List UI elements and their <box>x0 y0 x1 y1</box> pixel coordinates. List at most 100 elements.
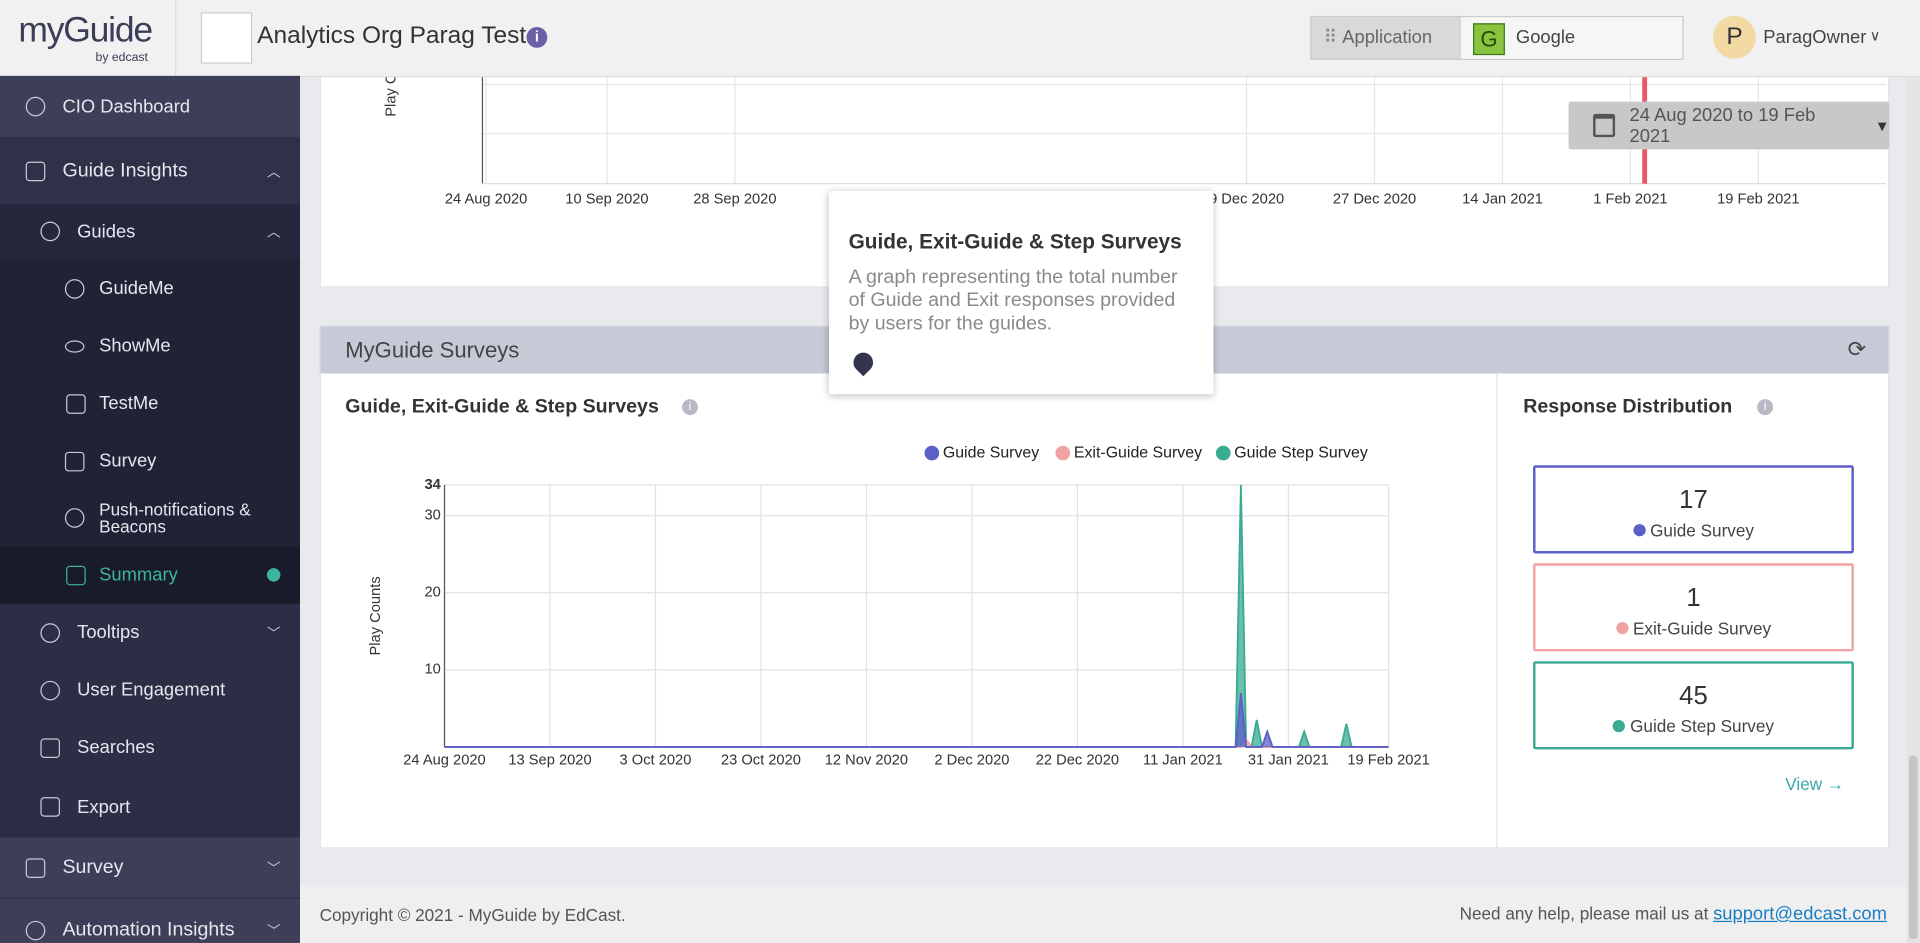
divider <box>175 0 177 76</box>
top-x-tick-label: 24 Aug 2020 <box>445 191 528 207</box>
x-tick-label: 24 Aug 2020 <box>403 752 485 768</box>
legend-swatch <box>924 445 940 461</box>
copyright: Copyright © 2021 - MyGuide by EdCast. <box>319 904 626 925</box>
chevron: ∨ <box>1869 26 1881 45</box>
application-label: Application <box>1342 26 1433 48</box>
nav-item[interactable]: ShowMe <box>0 317 300 375</box>
calendar-icon <box>1593 113 1615 138</box>
card-dot <box>1615 622 1629 635</box>
refresh-button[interactable]: ⟳ <box>1847 336 1867 362</box>
x-tick-label: 2 Dec 2020 <box>934 752 1009 768</box>
nav-item[interactable]: Push-notifications & Beacons <box>0 490 300 546</box>
nav-item[interactable]: User Engagement <box>0 661 300 719</box>
tooltip-text: A graph representing the total number of… <box>848 266 1178 335</box>
y-tick-label: 34 <box>424 477 441 493</box>
support-email[interactable]: support@edcast.com <box>1713 903 1887 925</box>
distribution-title: Response Distribution <box>1523 396 1733 418</box>
app-selector[interactable]: G Google <box>1459 15 1684 61</box>
distribution-card: 45 Guide Step Survey <box>1533 661 1854 750</box>
chevron: ▼ <box>1874 116 1890 135</box>
card-dot <box>1612 720 1626 733</box>
card-label-text: Exit-Guide Survey <box>1632 618 1772 638</box>
scrollbar <box>1906 75 1920 943</box>
area-line <box>444 692 1389 748</box>
app-icon: G <box>1473 23 1505 56</box>
distribution-card: 1 Exit-Guide Survey <box>1533 563 1854 652</box>
date-picker[interactable]: 24 Aug 2020 to 19 Feb 2021 ▼ <box>1568 101 1890 150</box>
info-icon[interactable]: i <box>1757 399 1774 416</box>
nav-item[interactable]: Automation Insights ﹀ <box>0 897 301 943</box>
card-label-text: Guide Survey <box>1650 520 1754 541</box>
area-line <box>444 484 1389 748</box>
logo-brand: myGuide <box>18 11 153 51</box>
top-x-tick-label: 9 Dec 2020 <box>1209 191 1284 207</box>
top-x-tick-label: 10 Sep 2020 <box>565 191 648 207</box>
card-dot <box>1632 524 1646 537</box>
nav-item[interactable]: Survey <box>0 432 300 490</box>
card-value: 17 <box>1679 486 1708 515</box>
y-tick-label: 20 <box>424 585 440 601</box>
y-tick-label: 10 <box>424 662 440 678</box>
grid-icon: ⠿ <box>1323 26 1338 48</box>
x-tick-label: 12 Nov 2020 <box>825 752 908 768</box>
info-icon[interactable]: i <box>526 26 548 48</box>
nav-item[interactable]: Guide Insights ︿ <box>0 137 301 205</box>
x-tick-label: 3 Oct 2020 <box>620 752 692 768</box>
info-icon[interactable]: i <box>682 399 698 416</box>
nav-item[interactable]: CIO Dashboard <box>0 75 301 138</box>
x-tick-label: 19 Feb 2021 <box>1347 752 1429 768</box>
org-title: Analytics Org Parag Test <box>257 22 527 49</box>
sidebar: CIO Dashboard Guide Insights ︿ Guides ︿ Gu… <box>0 75 301 943</box>
nav-item[interactable]: GuideMe <box>0 260 300 318</box>
x-tick-label: 22 Dec 2020 <box>1036 752 1119 768</box>
help: Need any help, please mail us at support… <box>1460 904 1887 925</box>
scroll-thumb[interactable] <box>1908 755 1918 940</box>
application-selector[interactable]: ⠿ Application <box>1310 15 1463 61</box>
tooltip: Guide, Exit-Guide & Step Surveys A graph… <box>828 191 1214 395</box>
nav-item[interactable]: TestMe <box>0 375 300 433</box>
app-name: Google <box>1515 26 1576 48</box>
chart-title: Guide, Exit-Guide & Step Surveys <box>345 396 659 418</box>
nav-item[interactable]: Searches <box>0 719 300 777</box>
help-text: Need any help, please mail us at <box>1459 903 1709 924</box>
legend-label: Guide Survey <box>943 444 1039 461</box>
legend-swatch <box>1215 445 1231 461</box>
nav-item[interactable]: Guides ︿ <box>0 204 301 259</box>
card-label: Guide Survey <box>1536 520 1852 540</box>
y-tick-label: 30 <box>424 508 440 524</box>
card-label: Exit-Guide Survey <box>1536 618 1852 638</box>
card-value: 1 <box>1686 584 1701 613</box>
card-value: 45 <box>1679 682 1708 711</box>
date-range: 24 Aug 2020 to 19 Feb 2021 <box>1629 104 1816 147</box>
nav-item[interactable]: Export <box>0 776 300 837</box>
logo-byline: by edcast <box>95 51 148 65</box>
x-tick-label: 23 Oct 2020 <box>721 752 801 768</box>
area-fill <box>444 484 1389 747</box>
divider <box>1496 373 1498 848</box>
user-name[interactable]: ParagOwner <box>1763 26 1867 48</box>
nav-item[interactable]: Tooltips ﹀ <box>0 604 300 662</box>
panel-body: Guide, Exit-Guide & Step Surveys i Respo… <box>319 373 1890 849</box>
card-label: Guide Step Survey <box>1536 716 1852 736</box>
view-link[interactable]: View → <box>1785 773 1845 794</box>
nav-item[interactable]: Survey ﹀ <box>0 837 301 898</box>
submenu <box>0 258 301 547</box>
top-x-tick-label: 27 Dec 2020 <box>1333 191 1416 207</box>
avatar[interactable]: P <box>1713 15 1756 59</box>
legend-label: Exit-Guide Survey <box>1074 444 1202 461</box>
top-x-tick-label: 1 Feb 2021 <box>1593 191 1667 207</box>
header: myGuide by edcast Analytics Org Parag Te… <box>0 0 1920 78</box>
top-x-tick-label: 19 Feb 2021 <box>1717 191 1799 207</box>
org-logo <box>200 12 253 64</box>
x-tick-label: 31 Jan 2021 <box>1248 752 1329 768</box>
y-axis-label: Play Counts <box>368 576 384 655</box>
legend-swatch <box>1055 445 1071 461</box>
top-x-tick-label: 14 Jan 2021 <box>1462 191 1543 207</box>
guide-logo <box>849 348 878 377</box>
x-tick-label: 13 Sep 2020 <box>508 752 591 768</box>
top-x-tick-label: 28 Sep 2020 <box>693 191 776 207</box>
footer: Copyright © 2021 - MyGuide by EdCast. Ne… <box>300 885 1907 943</box>
nav-item-active[interactable]: Summary <box>0 546 301 604</box>
card-label-text: Guide Step Survey <box>1630 716 1774 736</box>
